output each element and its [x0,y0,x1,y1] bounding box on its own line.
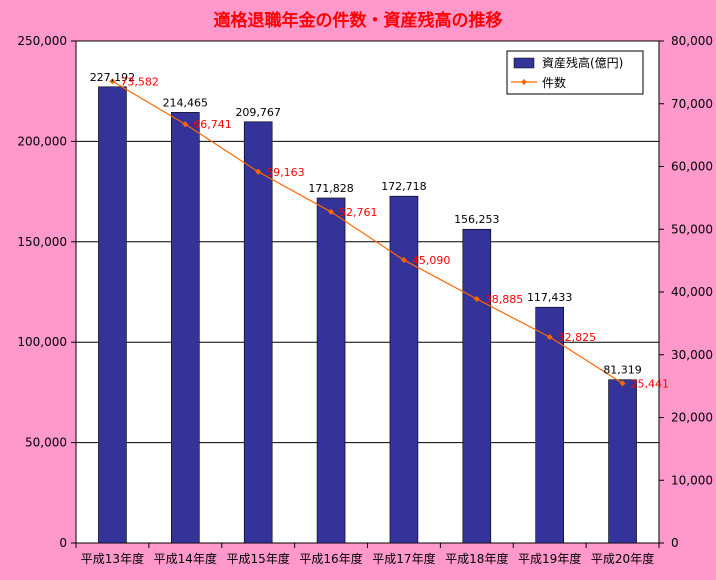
right-axis-tick-label: 70,000 [671,97,713,111]
right-axis-tick-label: 50,000 [671,222,713,236]
line-point [328,208,335,215]
x-axis-tick-label: 平成20年度 [591,551,654,566]
x-axis-tick-label: 平成18年度 [445,551,508,566]
bar-data-label: 117,433 [527,291,573,304]
bar-data-label: 214,465 [163,96,209,109]
line-data-label: 59,163 [266,166,305,179]
bar [389,195,419,544]
bar-data-label: 227,192 [90,71,136,84]
bar [316,197,346,544]
left-axis-tick-label: 250,000 [17,34,67,48]
legend: 資産残高(億円) 件数 [506,50,644,95]
x-axis-tick-label: 平成19年度 [518,551,581,566]
line-point [473,295,480,302]
x-axis-tick-label: 平成13年度 [81,551,144,566]
line-point [109,78,116,85]
left-axis-tick-label: 200,000 [17,134,67,148]
bar [243,121,273,544]
data-labels: 227,192 214,465 209,767 171,828 172,718 156,2… [90,71,669,391]
right-axis-tick-label: 40,000 [671,285,713,299]
line-data-label: 45,090 [412,254,451,267]
chart-title: 適格退職年金の件数・資産残高の推移 [214,10,503,31]
line-data-label: 38,885 [485,293,524,306]
bar-data-label: 81,319 [603,364,642,377]
line-point [182,121,189,128]
bar [535,306,564,544]
legend-line-label: 件数 [542,75,566,90]
legend-bar-label: 資産残高(億円) [542,55,623,70]
line-data-label: 25,441 [631,377,670,390]
x-axis-tick-label: 平成17年度 [372,551,435,566]
line-point [400,257,407,264]
line-data-label: 73,582 [120,75,159,88]
x-axis-tick-label: 平成14年度 [154,551,217,566]
line-series [109,78,626,387]
left-axis-tick-label: 150,000 [17,235,67,249]
line-point [546,334,553,341]
left-axis-tick-label: 0 [59,536,67,550]
bar-data-label: 172,718 [381,180,427,193]
axes: 0 50,000 100,000 150,000 200,000 250,000 0 10,0… [17,34,713,566]
right-axis-tick-label: 60,000 [671,160,713,174]
bar [98,86,127,544]
right-axis-tick-label: 10,000 [671,473,713,487]
series-line [112,80,623,384]
bar-data-label: 171,828 [308,182,354,195]
bar [608,379,637,544]
line-data-label: 52,761 [339,206,378,219]
bar-data-label: 156,253 [454,213,500,226]
right-axis-tick-label: 20,000 [671,411,713,425]
legend-line-marker [521,79,527,85]
x-axis-tick-label: 平成15年度 [227,551,290,566]
bar-data-label: 209,767 [235,106,281,119]
legend-bar-swatch [513,57,535,69]
line-point [255,168,262,175]
bar-series [98,86,637,544]
right-axis-tick-label: 30,000 [671,348,713,362]
line-data-label: 66,741 [193,118,232,131]
right-axis-tick-label: 80,000 [671,34,713,48]
line-data-label: 32,825 [558,331,597,344]
bar [171,112,200,544]
bar [462,228,492,544]
x-axis-tick-label: 平成16年度 [299,551,362,566]
right-axis-tick-label: 0 [671,536,679,550]
left-axis-tick-label: 50,000 [25,436,67,450]
line-point [619,380,626,387]
left-axis-tick-label: 100,000 [17,335,67,349]
